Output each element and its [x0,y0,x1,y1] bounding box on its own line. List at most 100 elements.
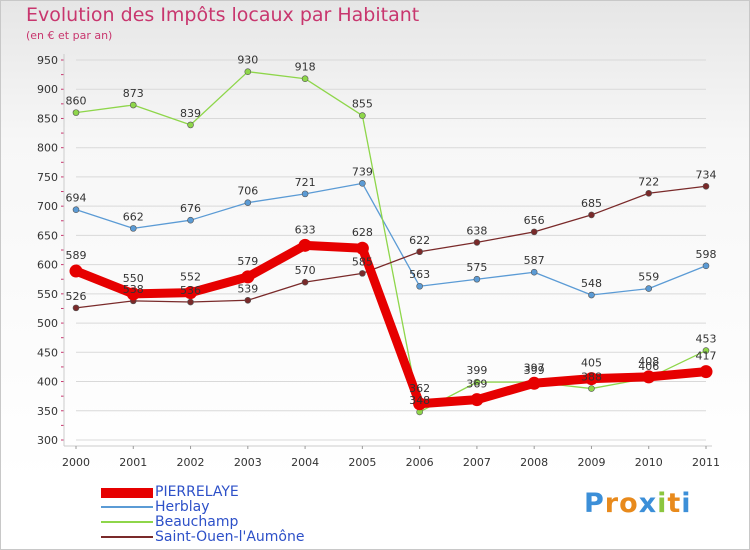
data-label: 721 [295,176,316,189]
x-tick-label: 2010 [635,456,663,469]
x-tick-label: 2006 [406,456,434,469]
data-point [702,262,710,270]
data-label: 722 [638,175,659,188]
series-beauchamp [72,68,710,416]
data-point [184,286,198,300]
data-point [129,225,137,232]
logo-letter: r [604,488,620,519]
data-label: 589 [66,249,87,262]
y-tick-label: 750 [37,171,58,184]
data-label: 548 [581,277,602,290]
data-label: 552 [180,271,201,284]
logo-letter: o [619,488,639,519]
y-tick-label: 450 [37,346,58,359]
data-point [359,180,366,187]
data-point [642,370,656,384]
data-point [527,376,541,390]
data-label: 575 [466,261,487,274]
x-tick-label: 2000 [62,456,90,469]
data-label: 633 [295,223,316,236]
data-point [72,109,80,116]
x-tick-label: 2001 [119,456,147,469]
data-label: 873 [123,87,144,100]
data-point [72,206,80,213]
x-tick-label: 2003 [234,456,262,469]
x-tick-label: 2004 [291,456,319,469]
y-tick-label: 900 [37,83,58,96]
y-tick-label: 950 [37,54,58,67]
data-point [473,275,481,283]
data-label: 598 [696,248,717,261]
data-label: 656 [524,214,545,227]
data-label: 585 [352,255,373,268]
logo-letter: i [657,488,668,519]
data-label: 348 [409,394,430,407]
series-line [75,185,707,309]
data-point [298,238,312,252]
data-label: 453 [696,333,717,346]
data-label: 369 [466,378,487,391]
data-point [588,291,595,299]
data-point [301,75,309,83]
data-label: 405 [581,357,602,370]
logo-letter: i [681,488,692,519]
chart-title: Evolution des Impôts locaux par Habitant [26,4,420,26]
data-point [301,278,309,286]
data-labels: 526 538 536 539 570 585 622 638 656 685 722 734 [66,168,717,303]
data-label: 638 [466,224,487,237]
y-tick-label: 300 [37,434,58,447]
legend-label: PIERRELAYE [155,484,239,500]
data-label: 706 [237,185,258,198]
legend-label: Saint-Ouen-l'Aumône [155,529,305,545]
legend-swatch [101,488,153,498]
data-point [413,397,427,411]
gridlines: 300 350 400 450 500 550 600 650 700 750 800 850 900 9… [37,54,706,447]
legend-label: Herblay [155,499,210,515]
y-tick-label: 650 [37,229,58,242]
y-tick-label: 700 [37,200,58,213]
x-tick-label: 2007 [463,456,491,469]
data-label: 550 [123,272,144,285]
data-label: 417 [696,350,717,363]
data-point [187,298,194,306]
data-label: 628 [352,226,373,239]
data-point [241,270,255,284]
data-point [473,378,481,386]
data-label: 538 [123,283,144,296]
data-point [416,282,423,290]
logo-letter: t [667,488,682,519]
data-point [530,228,538,236]
data-label: 570 [295,264,316,277]
data-point [72,304,80,312]
series-line [75,182,707,296]
data-label: 587 [524,254,545,267]
data-label: 539 [237,282,258,295]
data-point [588,211,595,219]
data-label: 855 [352,98,373,111]
series-pierrelaye [69,238,713,411]
data-point [645,285,653,292]
data-label: 734 [696,168,717,181]
y-tick-label: 500 [37,317,58,330]
data-label: 388 [581,371,602,384]
data-label: 563 [409,268,430,281]
data-label: 559 [638,271,659,284]
chart-subtitle: (en € et par an) [26,29,113,42]
data-point [301,190,309,198]
series-saint-ouen-l-aum-ne [72,182,710,312]
series-line [75,71,707,413]
series-herblay [72,180,710,299]
legend-swatch [101,536,153,538]
y-tick-label: 600 [37,259,58,272]
data-point [126,287,140,301]
data-label: 622 [409,234,430,247]
data-label: 579 [237,255,258,268]
data-label: 918 [295,61,316,74]
data-label: 536 [180,284,201,297]
data-label: 526 [66,290,87,303]
data-label: 406 [638,360,659,373]
data-point [584,372,598,386]
y-tick-label: 850 [37,112,58,125]
data-point [355,241,369,255]
